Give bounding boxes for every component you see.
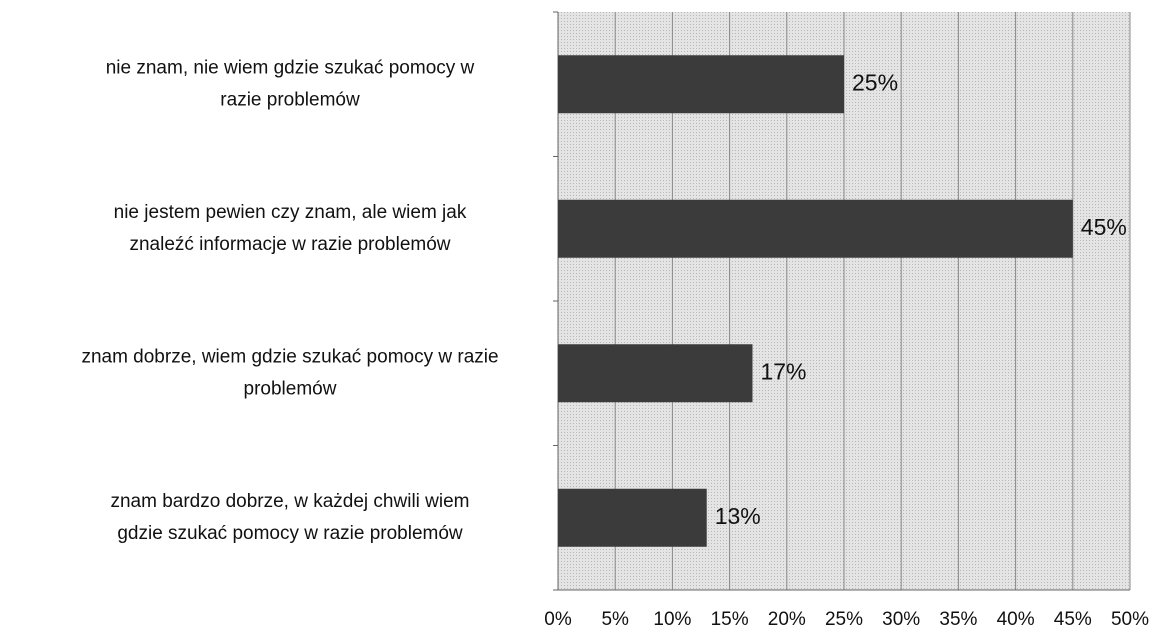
y-tick-label: nie znam, nie wiem gdzie szukać pomocy w	[106, 57, 475, 78]
x-tick-label: 5%	[601, 609, 629, 630]
x-tick-label: 40%	[997, 609, 1035, 630]
x-tick-label: 10%	[653, 609, 691, 630]
y-tick-label: problemów	[244, 378, 337, 399]
bar	[558, 344, 753, 403]
y-tick-label: gdzie szukać pomocy w razie problemów	[117, 523, 463, 544]
y-tick-label: znam dobrze, wiem gdzie szukać pomocy w …	[81, 346, 498, 367]
x-tick-label: 25%	[825, 609, 863, 630]
y-tick-label: znam bardzo dobrze, w każdej chwili wiem	[110, 491, 469, 512]
x-tick-label: 50%	[1111, 609, 1149, 630]
bar	[558, 488, 707, 547]
x-tick-label: 15%	[711, 609, 749, 630]
value-label: 17%	[760, 358, 806, 384]
x-tick-label: 30%	[882, 609, 920, 630]
y-tick-label: znaleźć informacje w razie problemów	[129, 234, 450, 255]
bar	[558, 199, 1073, 258]
x-tick-label: 20%	[768, 609, 806, 630]
bar	[558, 55, 844, 114]
y-tick-label: razie problemów	[220, 89, 360, 110]
value-label: 13%	[715, 503, 761, 529]
value-label: 45%	[1081, 214, 1127, 240]
x-tick-label: 35%	[939, 609, 977, 630]
value-label: 25%	[852, 69, 898, 95]
y-tick-label: nie jestem pewien czy znam, ale wiem jak	[114, 202, 467, 223]
x-tick-label: 0%	[544, 609, 572, 630]
x-tick-label: 45%	[1054, 609, 1092, 630]
